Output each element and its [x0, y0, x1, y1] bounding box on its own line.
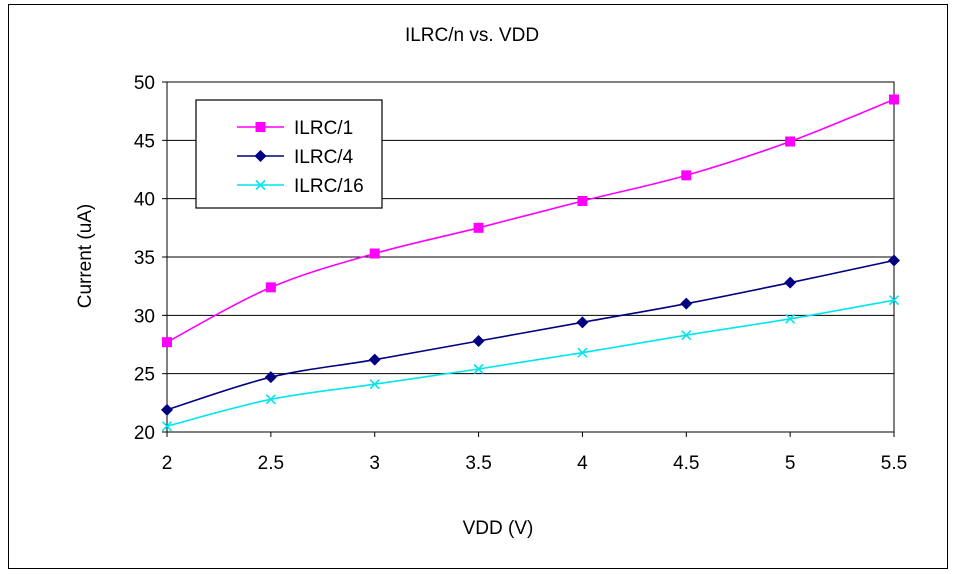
chart-frame: ILRC/n vs. VDD 20 25 30 35 40 45 50 2 2.5 3 3.5 4 4… — [8, 4, 948, 569]
series-2 — [161, 254, 900, 416]
legend-item: ILRC/16 — [237, 176, 364, 197]
x-tick-label: 2 — [162, 453, 173, 474]
y-tick-label: 25 — [134, 365, 155, 386]
data-point — [576, 316, 589, 329]
legend-marker — [254, 150, 267, 162]
data-point — [888, 295, 900, 306]
data-point — [473, 363, 484, 375]
data-point — [369, 379, 380, 390]
data-point — [161, 403, 173, 416]
series-line — [166, 259, 895, 411]
x-tick-label: 2.5 — [258, 453, 284, 474]
data-point — [265, 282, 276, 293]
y-axis-ticks: 20 25 30 35 40 45 50 — [134, 73, 167, 444]
legend-marker — [255, 122, 266, 132]
data-point — [577, 196, 588, 206]
x-tick-label: 5.5 — [881, 453, 907, 474]
data-point — [369, 248, 380, 259]
data-point — [888, 254, 900, 267]
legend-marker — [255, 179, 266, 191]
x-tick-label: 3 — [369, 453, 380, 474]
series-lines — [161, 94, 900, 432]
data-point — [784, 276, 797, 289]
legend: ILRC/1 ILRC/4 ILRC/16 — [195, 99, 383, 209]
data-point — [161, 421, 173, 432]
data-point — [889, 94, 899, 105]
data-point — [473, 222, 484, 233]
line-chart: ILRC/n vs. VDD 20 25 30 35 40 45 50 2 2.5 3 3.5 4 4… — [75, 25, 907, 539]
y-tick-label: 40 — [134, 190, 155, 211]
legend-label: ILRC/1 — [294, 118, 353, 139]
y-tick-label: 30 — [134, 306, 155, 327]
data-point — [785, 313, 796, 324]
series-line — [166, 299, 895, 427]
data-point — [368, 353, 381, 366]
x-tick-label: 3.5 — [465, 453, 491, 474]
series-line — [166, 98, 895, 343]
x-axis-ticks: 2 2.5 3 3.5 4 4.5 5 5.5 — [162, 432, 907, 474]
x-tick-label: 4 — [577, 453, 588, 474]
x-tick-label: 4.5 — [673, 453, 699, 474]
data-point — [681, 330, 692, 341]
data-point — [472, 335, 485, 347]
x-axis-label: VDD (V) — [463, 518, 534, 539]
x-tick-label: 5 — [785, 453, 796, 474]
legend-label: ILRC/16 — [294, 176, 364, 197]
data-point — [264, 371, 277, 384]
legend-box — [195, 99, 383, 209]
data-point — [162, 337, 172, 348]
data-point — [680, 297, 693, 310]
series-3 — [161, 295, 900, 432]
y-tick-label: 50 — [134, 73, 155, 94]
y-tick-label: 45 — [134, 131, 155, 152]
chart-title: ILRC/n vs. VDD — [405, 25, 539, 46]
legend-item: ILRC/4 — [237, 147, 354, 168]
legend-item: ILRC/1 — [237, 118, 353, 139]
data-point — [577, 347, 588, 358]
data-point — [265, 394, 276, 405]
y-tick-label: 20 — [134, 423, 155, 444]
y-tick-label: 35 — [134, 248, 155, 269]
data-point — [785, 136, 796, 147]
y-axis-label: Current (uA) — [75, 204, 96, 309]
series-1 — [162, 94, 899, 348]
data-point — [681, 170, 692, 181]
legend-label: ILRC/4 — [294, 147, 354, 168]
